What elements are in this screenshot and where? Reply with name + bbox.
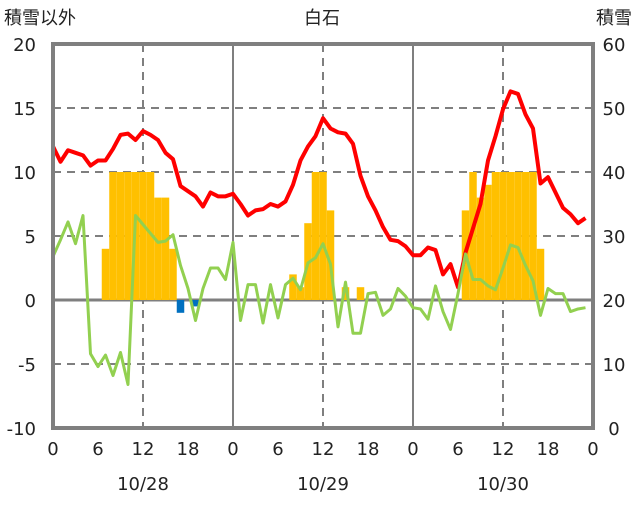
orange-bar <box>491 172 500 300</box>
bars <box>101 172 545 313</box>
frame <box>51 42 595 430</box>
orange-bar <box>521 172 530 300</box>
y-tick-right: 60 <box>603 35 626 56</box>
x-tick: 12 <box>312 439 335 460</box>
date-label: 10/30 <box>477 474 529 495</box>
orange-bar <box>169 248 177 300</box>
y-tick-left: 20 <box>13 35 36 56</box>
orange-bar <box>101 248 110 300</box>
orange-bar <box>146 172 155 300</box>
y-axis-right-label: 積雪 <box>596 8 632 29</box>
x-tick: 0 <box>227 439 238 460</box>
orange-bar <box>139 172 147 300</box>
orange-bar <box>476 197 485 300</box>
y-tick-left: 0 <box>25 291 36 312</box>
y-tick-right: 10 <box>603 355 626 376</box>
y-tick-right: 0 <box>608 419 619 440</box>
orange-bar <box>356 287 365 300</box>
y-tick-left: -10 <box>7 419 36 440</box>
x-tick: 12 <box>492 439 515 460</box>
orange-bar <box>296 287 305 300</box>
x-tick: 18 <box>537 439 560 460</box>
orange-bar <box>514 172 522 300</box>
chart-title: 白石 <box>304 8 340 29</box>
y-tick-left: -5 <box>18 355 36 376</box>
lines <box>51 89 587 386</box>
orange-bar <box>109 172 117 300</box>
y-tick-right: 30 <box>603 227 626 248</box>
orange-bar <box>124 172 132 300</box>
x-tick: 6 <box>272 439 283 460</box>
orange-bar <box>529 172 537 300</box>
y-tick-left: 10 <box>13 163 36 184</box>
x-tick: 0 <box>407 439 418 460</box>
orange-bar <box>311 172 320 300</box>
x-tick: 6 <box>452 439 463 460</box>
y-tick-right: 20 <box>603 291 626 312</box>
orange-bar <box>469 172 477 300</box>
blue-bar <box>191 300 200 307</box>
date-label: 10/29 <box>297 474 349 495</box>
y-tick-right: 40 <box>603 163 626 184</box>
orange-bar <box>484 184 492 300</box>
x-tick: 18 <box>177 439 200 460</box>
orange-bar <box>341 287 350 300</box>
orange-bar <box>319 172 327 300</box>
x-tick: 0 <box>587 439 598 460</box>
y-tick-left: 15 <box>13 99 36 120</box>
orange-bar <box>289 274 297 300</box>
blue-bar <box>176 300 185 313</box>
orange-bar <box>154 197 162 300</box>
orange-bar <box>161 197 170 300</box>
orange-bar <box>506 172 515 300</box>
orange-bar <box>116 172 125 300</box>
orange-bar <box>326 210 335 300</box>
x-tick: 18 <box>357 439 380 460</box>
x-tick: 12 <box>132 439 155 460</box>
x-tick: 0 <box>47 439 58 460</box>
y-tick-right: 50 <box>603 99 626 120</box>
y-tick-left: 5 <box>25 227 36 248</box>
date-label: 10/28 <box>117 474 169 495</box>
orange-bar <box>499 172 507 300</box>
green-series-line <box>51 214 586 386</box>
orange-bar <box>536 248 545 300</box>
plot-frame <box>51 42 595 430</box>
red-series-line <box>51 89 587 290</box>
x-tick: 6 <box>92 439 103 460</box>
y-axis-left-label: 積雪以外 <box>4 8 76 29</box>
